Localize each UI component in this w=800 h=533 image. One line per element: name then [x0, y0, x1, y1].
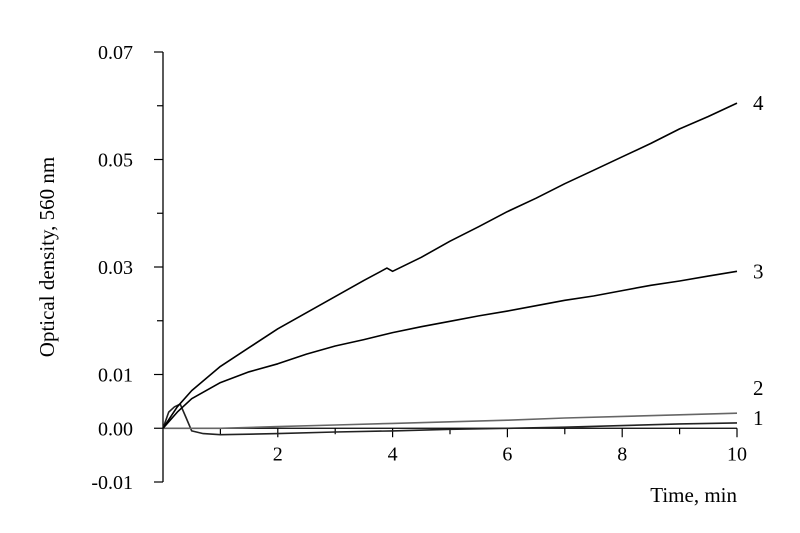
y-tick-label: 0.00	[98, 418, 133, 440]
x-ticks: 2 4 6 8 10	[219, 428, 747, 465]
y-tick-label: -0.01	[91, 472, 133, 494]
y-tick-label: 0.05	[98, 150, 133, 172]
series-line-4	[162, 102, 738, 429]
x-tick-label: 4	[388, 443, 398, 465]
series-labels: 1 2 3 4	[753, 91, 764, 430]
series-label-3: 3	[753, 259, 764, 283]
y-tick-label: 0.07	[98, 42, 133, 64]
y-tick-label: 0.03	[98, 257, 133, 279]
x-tick-label: 8	[617, 443, 627, 465]
series-label-1: 1	[753, 406, 764, 430]
axes	[162, 52, 737, 482]
y-ticks: -0.01 0.00 0.01 0.03 0.05 0.07	[91, 42, 163, 494]
series-label-4: 4	[753, 91, 764, 115]
series-label-2: 2	[753, 376, 764, 400]
y-axis-title: Optical density, 560 nm	[35, 157, 59, 357]
series-group	[162, 102, 738, 436]
x-axis-title: Time, min	[650, 483, 737, 507]
y-tick-label: 0.01	[98, 365, 133, 387]
series-line-2	[163, 412, 738, 430]
x-tick-label: 10	[727, 443, 747, 465]
series-line-3	[162, 270, 738, 429]
x-tick-label: 6	[502, 443, 512, 465]
x-tick-label: 2	[273, 443, 283, 465]
